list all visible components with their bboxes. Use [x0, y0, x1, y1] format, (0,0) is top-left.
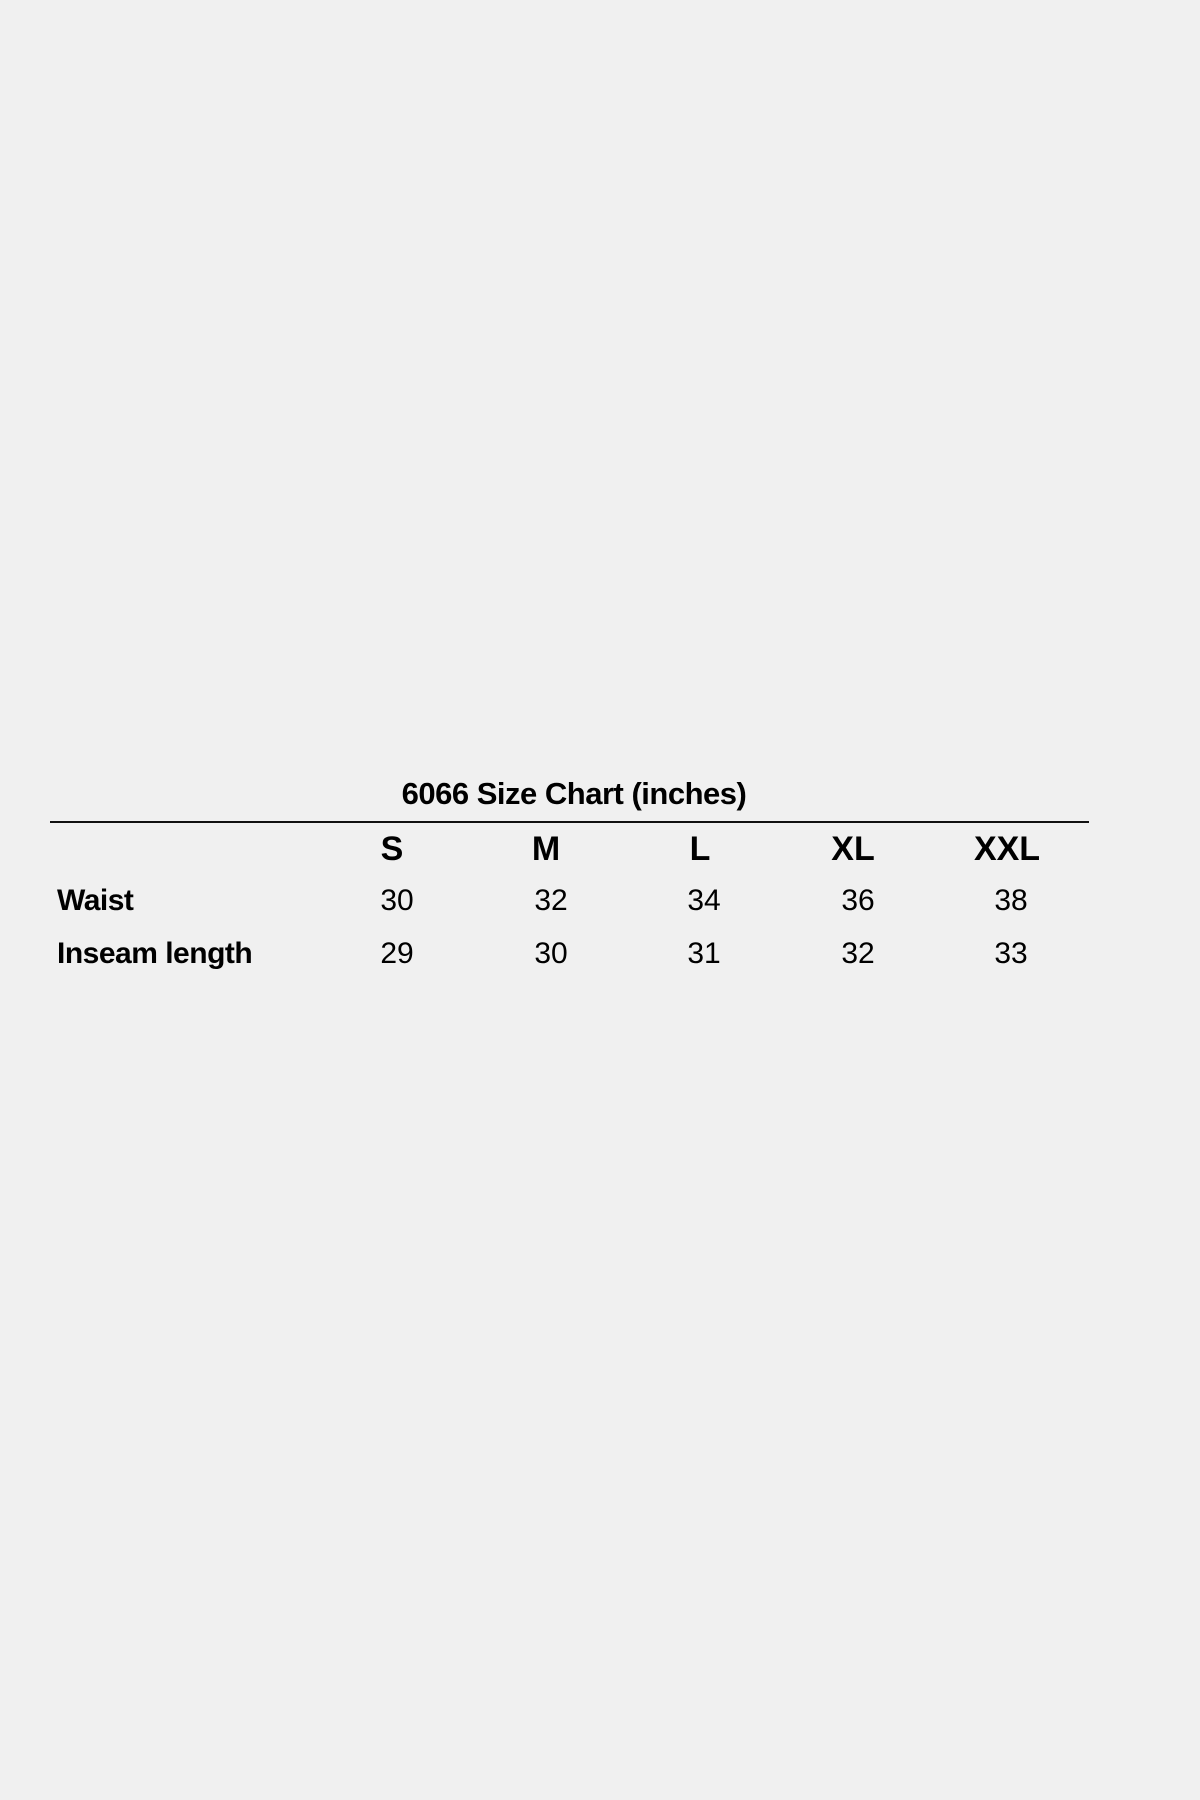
size-chart-title: 6066 Size Chart (inches) [401, 776, 747, 811]
cell: 36 [841, 884, 875, 917]
row-label: Inseam length [57, 937, 253, 970]
row-label: Waist [57, 884, 134, 917]
cell: 32 [841, 937, 875, 970]
cell: 34 [687, 884, 721, 917]
column-header-m: M [531, 830, 561, 868]
cell: 32 [534, 884, 568, 917]
title-divider [50, 821, 1089, 823]
column-header-xxl: XXL [973, 830, 1041, 868]
column-header-xl: XL [831, 830, 875, 868]
cell: 30 [534, 937, 568, 970]
cell: 30 [380, 884, 414, 917]
cell: 29 [380, 937, 414, 970]
cell: 31 [687, 937, 721, 970]
cell: 33 [994, 937, 1028, 970]
column-header-s: S [380, 830, 404, 868]
column-header-l: L [689, 830, 711, 868]
cell: 38 [994, 884, 1028, 917]
